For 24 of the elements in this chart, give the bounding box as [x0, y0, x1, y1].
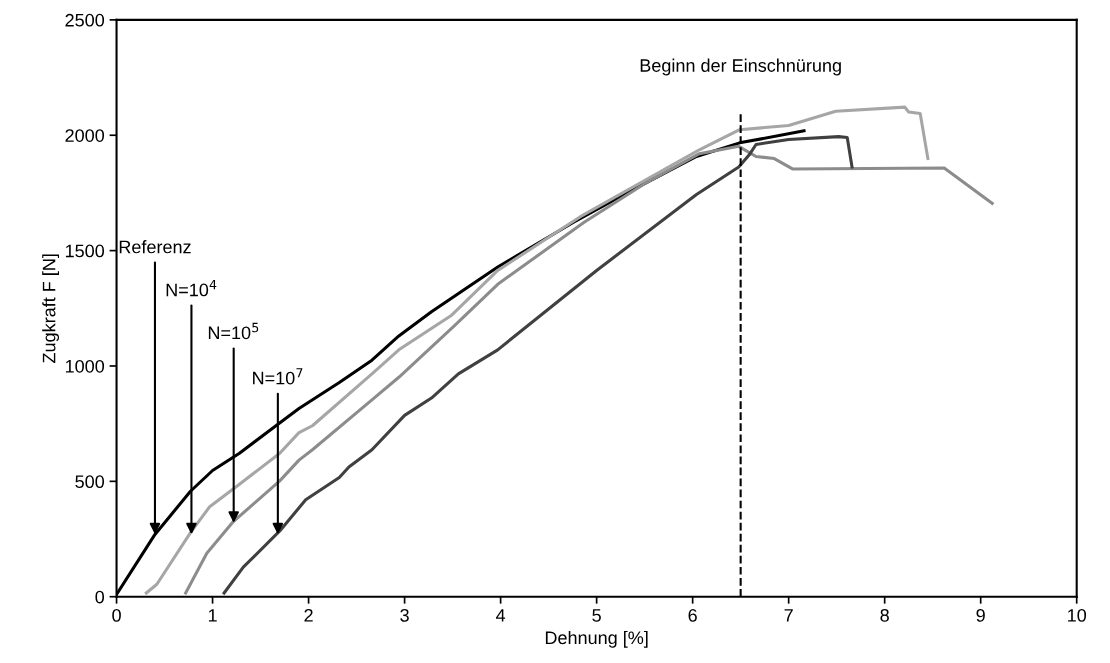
x-tick-label: 3: [400, 608, 409, 622]
x-tick-label: 10: [1068, 608, 1087, 622]
annotation: N=10$^{5}$: [208, 322, 259, 340]
y-axis-title: Zugkraft F [N]: [42, 254, 60, 363]
y-tick-label: 1000: [65, 359, 105, 373]
x-tick-label: 7: [784, 609, 793, 622]
x-tick-label: 0: [112, 608, 121, 622]
ref-line-label: Beginn der Einschnürung: [640, 58, 841, 76]
y-tick-label: 2500: [65, 13, 105, 27]
y-tick-label: 2000: [65, 129, 105, 142]
x-axis-title: Dehnung [%]: [545, 630, 648, 648]
x-tick-label: 9: [976, 608, 985, 622]
x-tick-label: 2: [304, 608, 313, 622]
y-tick-label: 500: [75, 475, 105, 489]
annotation: Referenz: [119, 240, 191, 254]
y-tick-label: 0: [95, 590, 105, 604]
annotation: N=10$^{4}$: [166, 280, 217, 297]
x-tick-label: 5: [592, 609, 601, 622]
x-tick-label: 1: [208, 609, 217, 622]
annotation: N=10$^{7}$: [253, 368, 303, 385]
x-tick-label: 8: [880, 608, 889, 622]
x-tick-label: 4: [496, 609, 506, 622]
x-tick-label: 6: [688, 608, 697, 622]
y-tick-label: 1500: [65, 244, 105, 258]
